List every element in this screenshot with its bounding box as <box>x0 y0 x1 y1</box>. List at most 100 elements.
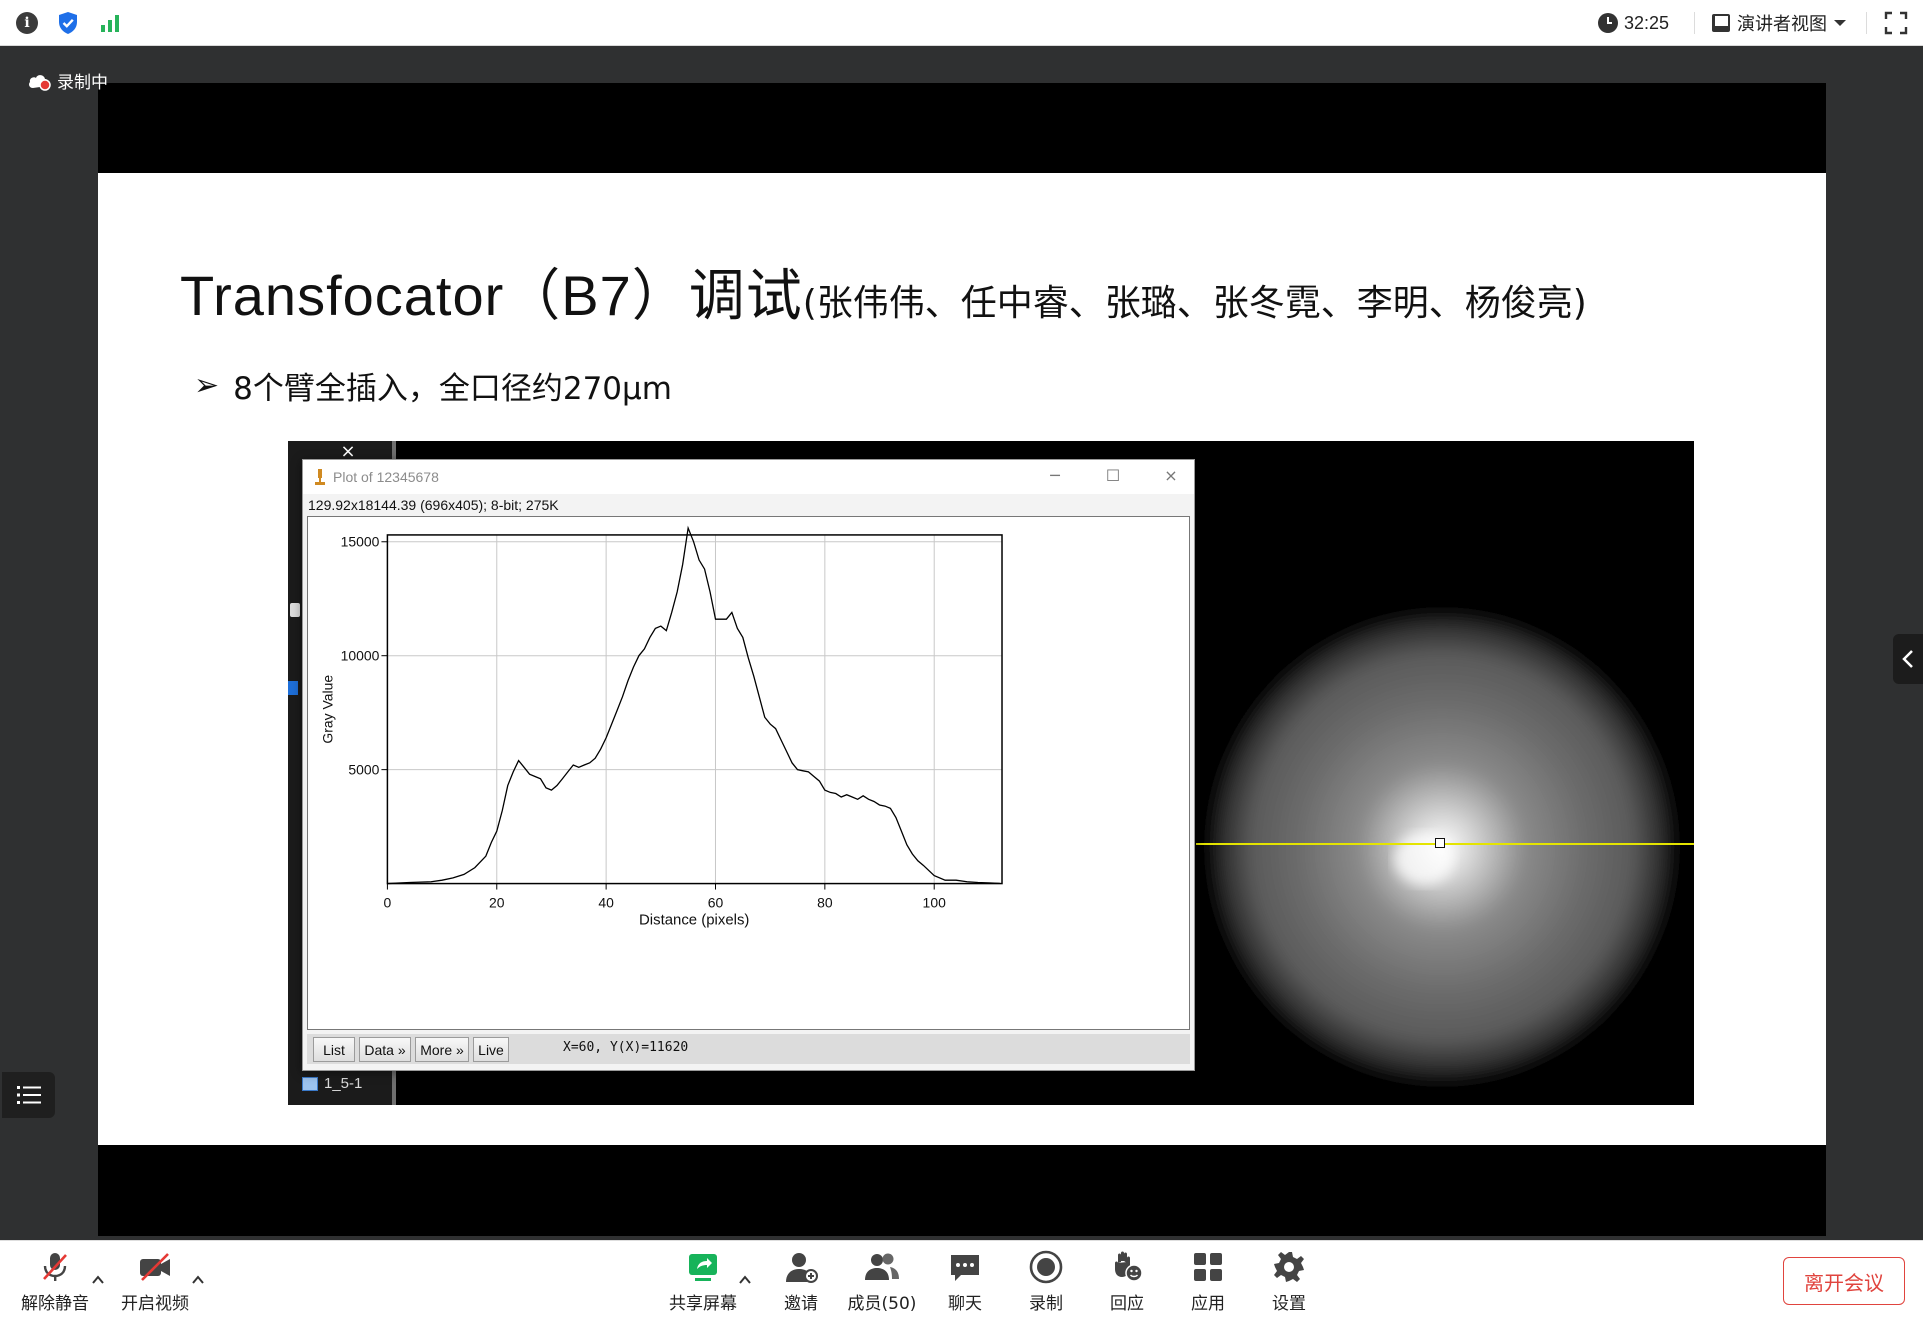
list-button[interactable]: List <box>313 1037 355 1062</box>
chat-label: 聊天 <box>948 1294 982 1314</box>
y-axis-label: Gray Value <box>320 675 336 744</box>
chat-icon <box>951 1255 979 1281</box>
plot-frame <box>386 534 1003 885</box>
info-icon[interactable]: i <box>14 10 40 36</box>
fullscreen-icon[interactable] <box>1884 11 1908 35</box>
unmute-label: 解除静音 <box>21 1294 89 1314</box>
x-tick-label: 100 <box>923 894 947 910</box>
share-screen-label: 共享屏幕 <box>669 1294 737 1314</box>
raise-hand-icon <box>1115 1251 1143 1282</box>
shield-icon[interactable] <box>55 10 81 36</box>
reactions-label: 回应 <box>1110 1294 1144 1314</box>
share-screen-button[interactable]: 共享屏幕 <box>663 1249 743 1314</box>
chat-button[interactable]: 聊天 <box>925 1249 1005 1314</box>
microphone-muted-icon <box>43 1253 67 1281</box>
chevron-down-icon <box>1834 20 1846 26</box>
x-tick-label: 60 <box>708 894 724 910</box>
timer-text: 32:25 <box>1624 12 1670 33</box>
start-video-label: 开启视频 <box>121 1294 189 1314</box>
profile-marker[interactable] <box>1435 838 1445 848</box>
y-tick-label: 10000 <box>341 648 380 664</box>
chevron-left-icon <box>1902 650 1913 668</box>
maximize-icon[interactable]: ☐ <box>1105 466 1121 485</box>
apps-grid-icon <box>1194 1253 1222 1281</box>
slide-list-button[interactable] <box>2 1072 55 1118</box>
y-tick-label: 5000 <box>348 762 379 778</box>
record-icon <box>1029 1250 1063 1284</box>
data-button[interactable]: Data » <box>359 1037 411 1062</box>
beam-hotspot <box>1394 833 1454 885</box>
collapse-panel-button[interactable] <box>1893 634 1923 684</box>
microscope-icon <box>315 469 325 485</box>
chevron-up-icon[interactable] <box>738 1273 752 1287</box>
bullet-arrow-icon: ➢ <box>194 368 220 403</box>
divider <box>1694 12 1695 34</box>
x-tick-label: 0 <box>384 894 392 910</box>
settings-label: 设置 <box>1272 1294 1306 1314</box>
chevron-up-icon[interactable] <box>191 1273 205 1287</box>
image-tab[interactable]: 1_5-1 <box>302 1075 362 1092</box>
record-button[interactable]: 录制 <box>1006 1249 1086 1314</box>
cloud-record-icon <box>29 74 51 91</box>
recording-indicator: 录制中 <box>27 68 108 93</box>
slide-title: Transfocator（B7）调试(张伟伟、任中睿、张璐、张冬霓、李明、杨俊亮… <box>180 251 1587 332</box>
close-icon[interactable]: × <box>1164 466 1178 485</box>
record-label: 录制 <box>1029 1294 1063 1314</box>
plot-grid <box>387 534 1003 884</box>
add-user-icon <box>786 1253 818 1283</box>
invite-label: 邀请 <box>784 1294 818 1314</box>
cursor-coordinates: X=60, Y(X)=11620 <box>563 1040 689 1055</box>
plot-ticks <box>381 541 935 890</box>
x-tick-label: 40 <box>598 894 614 910</box>
imagej-screenshot: × 1_5-1 <box>288 441 1694 1105</box>
live-button[interactable]: Live <box>473 1037 509 1062</box>
clock-icon <box>1598 13 1618 33</box>
y-tick-label: 15000 <box>341 534 380 550</box>
settings-button[interactable]: 设置 <box>1249 1249 1329 1314</box>
plot-canvas[interactable]: 0 20 40 60 80 100 5000 10000 15000 Distance (pix… <box>307 516 1190 1030</box>
reactions-button[interactable]: 回应 <box>1087 1249 1167 1314</box>
image-icon <box>302 1076 318 1091</box>
apps-button[interactable]: 应用 <box>1168 1249 1248 1314</box>
layout-icon <box>1712 14 1730 32</box>
plot-window-title: Plot of 12345678 <box>333 469 439 485</box>
plot-window[interactable]: Plot of 12345678 ─ ☐ × 129.92x18144.39 (… <box>302 459 1195 1071</box>
minimize-icon[interactable]: ─ <box>1050 466 1060 485</box>
camera-off-icon <box>140 1253 170 1281</box>
plot-toolbar: List Data » More » Live X=60, Y(X)=11620 <box>307 1034 1190 1064</box>
plot-window-titlebar[interactable]: Plot of 12345678 ─ ☐ × <box>303 460 1194 494</box>
meeting-toolbar: 解除静音 开启视频 共享屏幕 邀请 成员(50) 聊天 <box>0 1240 1923 1318</box>
gear-icon <box>1274 1252 1304 1282</box>
meeting-timer: 32:25 <box>1598 10 1669 36</box>
presentation-slide: Transfocator（B7）调试(张伟伟、任中睿、张璐、张冬霓、李明、杨俊亮… <box>98 173 1826 1145</box>
unmute-button[interactable]: 解除静音 <box>15 1249 95 1314</box>
leave-meeting-button[interactable]: 离开会议 <box>1783 1257 1905 1305</box>
invite-button[interactable]: 邀请 <box>761 1249 841 1314</box>
top-bar: i 32:25 演讲者视图 <box>0 0 1923 46</box>
close-icon[interactable]: × <box>340 441 356 462</box>
x-axis-label: Distance (pixels) <box>639 911 749 928</box>
x-tick-label: 80 <box>817 894 833 910</box>
recording-label: 录制中 <box>57 73 108 93</box>
plot-info-line: 129.92x18144.39 (696x405); 8-bit; 275K <box>308 497 559 513</box>
slide-bullet: ➢ 8个臂全插入，全口径约270μm <box>194 363 672 408</box>
profile-line <box>1196 843 1694 845</box>
x-tick-label: 20 <box>489 894 505 910</box>
network-signal-icon[interactable] <box>97 10 123 36</box>
members-button[interactable]: 成员(50) <box>842 1249 922 1314</box>
list-icon <box>16 1086 41 1104</box>
view-mode-selector[interactable]: 演讲者视图 <box>1711 10 1847 36</box>
image-tab-label: 1_5-1 <box>324 1075 363 1092</box>
members-icon <box>865 1253 899 1280</box>
slide-title-authors: (张伟伟、任中睿、张璐、张冬霓、李明、杨俊亮) <box>802 283 1587 324</box>
more-button[interactable]: More » <box>415 1037 469 1062</box>
start-video-button[interactable]: 开启视频 <box>115 1249 195 1314</box>
plot-tick-labels: 0 20 40 60 80 100 5000 10000 15000 <box>341 534 946 911</box>
side-checkbox[interactable] <box>290 603 300 617</box>
apps-label: 应用 <box>1191 1294 1225 1314</box>
members-label: 成员(50) <box>847 1294 917 1314</box>
slide-bullet-text: 8个臂全插入，全口径约270μm <box>233 371 672 407</box>
side-checkbox-checked[interactable] <box>288 681 298 695</box>
chevron-up-icon[interactable] <box>91 1273 105 1287</box>
slide-title-main: Transfocator（B7）调试 <box>180 264 803 327</box>
